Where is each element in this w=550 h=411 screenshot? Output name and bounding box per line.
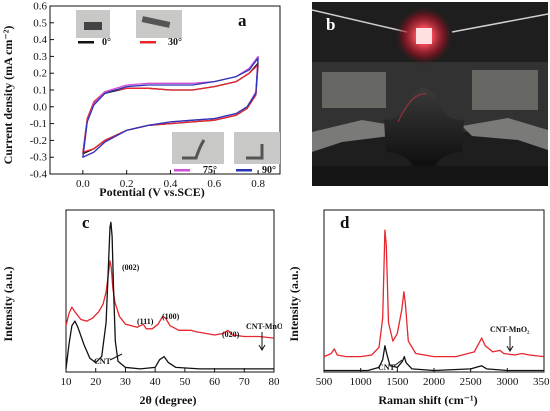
y-axis-label-a: Current density (mA cm⁻²) — [1, 26, 15, 165]
bent-film — [384, 88, 464, 171]
arrow-icon — [109, 353, 123, 361]
inset-75deg: 75° — [172, 132, 224, 176]
legend-swatch-90 — [236, 169, 252, 172]
x-tick-label: 10 — [61, 376, 73, 388]
panel-c-chart: 10 20 30 40 50 60 70 80 c 2θ (degree) Intensity… — [1, 209, 282, 407]
peak-label-002: (002) — [122, 263, 140, 272]
series-label-d-cnt: CNT — [378, 363, 396, 372]
series-line-0 — [323, 229, 545, 358]
arrow-icon — [506, 336, 514, 352]
panel-a-label: a — [238, 11, 247, 30]
legend-label-90: 90° — [262, 165, 276, 176]
y-tick-label: 0.5 — [33, 17, 47, 29]
series-line-1 — [324, 345, 544, 372]
x-tick-label: 3500 — [533, 376, 550, 388]
panel-c-label: c — [82, 213, 90, 232]
inset-90deg: 90° — [234, 132, 280, 176]
series-line-0 — [65, 260, 275, 339]
panel-d-chart: 500 1000 1500 2000 2500 3000 3500 d Raman shif… — [287, 209, 550, 407]
series-label-c-cnt: CNT — [94, 357, 112, 366]
series-label-d-cnt-mno2: CNT-MnO₂ — [490, 325, 530, 334]
panel-d-label: d — [340, 213, 350, 232]
peak-label-020: (020) — [222, 330, 240, 339]
x-tick-label: 0.2 — [120, 178, 134, 190]
led-icon — [416, 28, 432, 44]
x-tick-label: 40 — [150, 376, 162, 388]
series-label-c-cnt-mno2: CNT-MnO₂ — [246, 322, 282, 331]
y-axis-label-c: Intensity (a.u.) — [1, 266, 15, 341]
x-axis-label-c: 2θ (degree) — [139, 393, 196, 407]
x-tick-label: 80 — [269, 376, 281, 388]
inset-0deg: 0° — [76, 10, 111, 48]
y-tick-label: 0.0 — [33, 101, 47, 113]
x-axis-label-a: Potential (V vs.SCE) — [99, 185, 204, 199]
x-tick-label: 2500 — [460, 376, 483, 388]
x-tick-label: 0.6 — [207, 178, 221, 190]
y-axis-label-d: Intensity (a.u.) — [287, 266, 301, 341]
arrow-icon — [393, 359, 403, 367]
arrow-icon — [258, 332, 266, 351]
x-tick-label: 50 — [179, 376, 191, 388]
peak-label-100: (100) — [162, 312, 180, 321]
y-tick-label: 0.4 — [33, 34, 47, 46]
alligator-clip-left — [312, 120, 398, 152]
series-line-3 — [82, 57, 259, 158]
y-tick-label: -0.2 — [30, 135, 47, 147]
legend-label-30: 30° — [168, 37, 182, 48]
x-tick-label: 2000 — [423, 376, 446, 388]
y-tick-label: -0.1 — [30, 118, 47, 130]
x-tick-label: 0.4 — [164, 178, 178, 190]
x-tick-label: 1500 — [386, 376, 409, 388]
y-tick-label: 0.2 — [33, 68, 47, 80]
plot-frame — [65, 209, 275, 373]
legend-swatch-75 — [174, 169, 190, 172]
inset-30deg: 30° — [136, 10, 182, 48]
alligator-clip-right — [462, 118, 548, 150]
y-tick-label: -0.4 — [30, 169, 48, 181]
x-tick-label: 1000 — [350, 376, 373, 388]
x-tick-label: 3000 — [496, 376, 519, 388]
x-tick-label: 30 — [120, 376, 132, 388]
peak-label-111: (111) — [137, 317, 154, 326]
legend-label-0: 0° — [102, 37, 111, 48]
y-tick-label: 0.6 — [33, 1, 47, 13]
x-tick-label: 0.8 — [251, 178, 265, 190]
legend-swatch-0 — [78, 41, 94, 44]
panel-a-chart: 0.0 0.2 0.4 0.6 0.8 -0.4 -0.3 -0.2 -0.1 0.0 0.1 0.2… — [1, 1, 281, 199]
y-tick-label: -0.3 — [30, 152, 48, 164]
series-line-1 — [65, 221, 274, 370]
panel-b-label: b — [326, 15, 335, 34]
panel-b-photo: b — [312, 2, 548, 186]
y-tick-label: 0.1 — [33, 85, 47, 97]
x-tick-label: 0.0 — [76, 178, 90, 190]
x-tick-label: 20 — [90, 376, 102, 388]
legend-swatch-30 — [140, 41, 156, 44]
x-axis-label-d: Raman shift (cm⁻¹) — [378, 393, 477, 407]
x-tick-label: 70 — [239, 376, 251, 388]
x-tick-label: 500 — [316, 376, 333, 388]
x-tick-label: 60 — [209, 376, 221, 388]
legend-label-75: 75° — [203, 165, 217, 176]
plot-frame — [323, 209, 545, 373]
series-line-2 — [82, 55, 259, 158]
y-tick-label: 0.3 — [33, 51, 47, 63]
